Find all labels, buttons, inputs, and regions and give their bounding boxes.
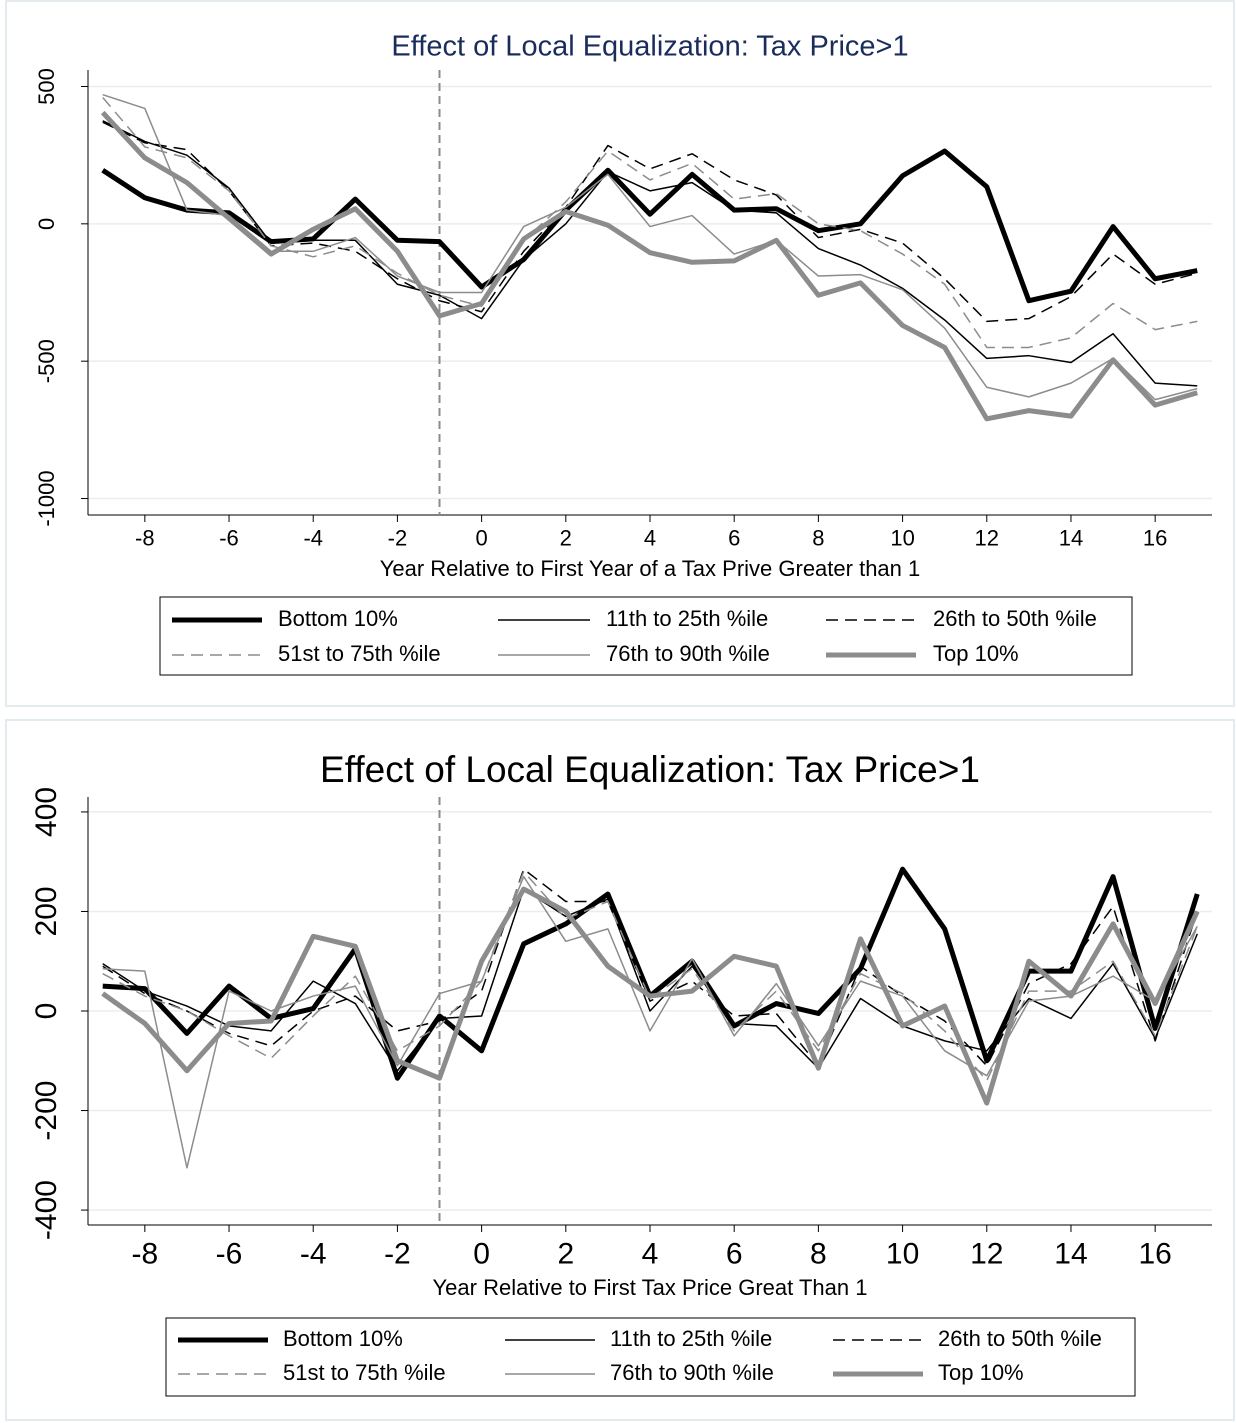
y-tick-label: -200	[30, 1081, 63, 1141]
x-tick-label: 4	[642, 1237, 659, 1270]
legend-label: 76th to 90th %ile	[606, 641, 770, 666]
x-axis-label: Year Relative to First Year of a Tax Pri…	[380, 556, 921, 581]
panel	[5, 0, 1235, 707]
x-tick-label: -8	[135, 525, 155, 550]
y-tick-label: 400	[30, 787, 63, 837]
y-tick-label: -1000	[34, 470, 59, 526]
x-tick-label: 0	[473, 1237, 490, 1270]
chart-title: Effect of Local Equalization: Tax Price>…	[320, 749, 980, 790]
legend-label: Bottom 10%	[283, 1326, 403, 1351]
x-axis-label: Year Relative to First Tax Price Great T…	[433, 1275, 868, 1300]
x-tick-label: 14	[1059, 525, 1083, 550]
y-tick-label: -400	[30, 1180, 63, 1240]
x-tick-label: 8	[812, 525, 824, 550]
x-tick-label: -4	[300, 1237, 327, 1270]
series-line	[101, 148, 1198, 304]
legend-label: 51st to 75th %ile	[283, 1360, 446, 1385]
x-tick-label: 2	[557, 1237, 574, 1270]
x-tick-label: -2	[384, 1237, 411, 1270]
legend-label: 26th to 50th %ile	[933, 606, 1097, 631]
series-line	[101, 886, 1200, 1106]
chart-title: Effect of Local Equalization: Tax Price>…	[391, 31, 908, 63]
series-line	[102, 868, 1198, 1067]
series-line	[102, 870, 1198, 1082]
legend-label: 51st to 75th %ile	[278, 641, 441, 666]
series-line	[102, 96, 1198, 349]
legend-label: Bottom 10%	[278, 606, 398, 631]
x-tick-label: 4	[644, 525, 656, 550]
y-tick-label: -500	[34, 339, 59, 383]
x-tick-label: 16	[1138, 1237, 1171, 1270]
x-tick-label: 16	[1143, 525, 1167, 550]
x-tick-label: -6	[216, 1237, 243, 1270]
legend-label: 76th to 90th %ile	[610, 1360, 774, 1385]
x-tick-label: 12	[970, 1237, 1003, 1270]
x-tick-label: -4	[303, 525, 323, 550]
legend-label: Top 10%	[938, 1360, 1024, 1385]
x-tick-label: 0	[475, 525, 487, 550]
y-tick-label: 200	[30, 886, 63, 936]
series-line	[102, 875, 1198, 1169]
x-tick-label: 12	[975, 525, 999, 550]
y-tick-label: 500	[34, 68, 59, 105]
x-tick-label: 14	[1054, 1237, 1087, 1270]
x-tick-label: -2	[388, 525, 408, 550]
x-tick-label: 2	[560, 525, 572, 550]
series-line	[100, 110, 1198, 422]
x-tick-label: 10	[886, 1237, 919, 1270]
x-tick-label: -6	[219, 525, 239, 550]
legend-label: 11th to 25th %ile	[610, 1326, 772, 1351]
series-line	[102, 94, 1198, 401]
legend-label: 11th to 25th %ile	[606, 606, 768, 631]
legend-label: 26th to 50th %ile	[938, 1326, 1102, 1351]
x-tick-label: 10	[890, 525, 914, 550]
y-tick-label: 0	[30, 1003, 63, 1020]
x-tick-label: -8	[131, 1237, 158, 1270]
legend-box	[159, 596, 1133, 676]
series-line	[102, 120, 1198, 387]
legend-box	[165, 1317, 1136, 1397]
x-tick-label: 6	[726, 1237, 743, 1270]
y-tick-label: 0	[34, 218, 59, 230]
x-tick-label: 8	[810, 1237, 827, 1270]
legend-label: Top 10%	[933, 641, 1019, 666]
x-tick-label: 6	[728, 525, 740, 550]
